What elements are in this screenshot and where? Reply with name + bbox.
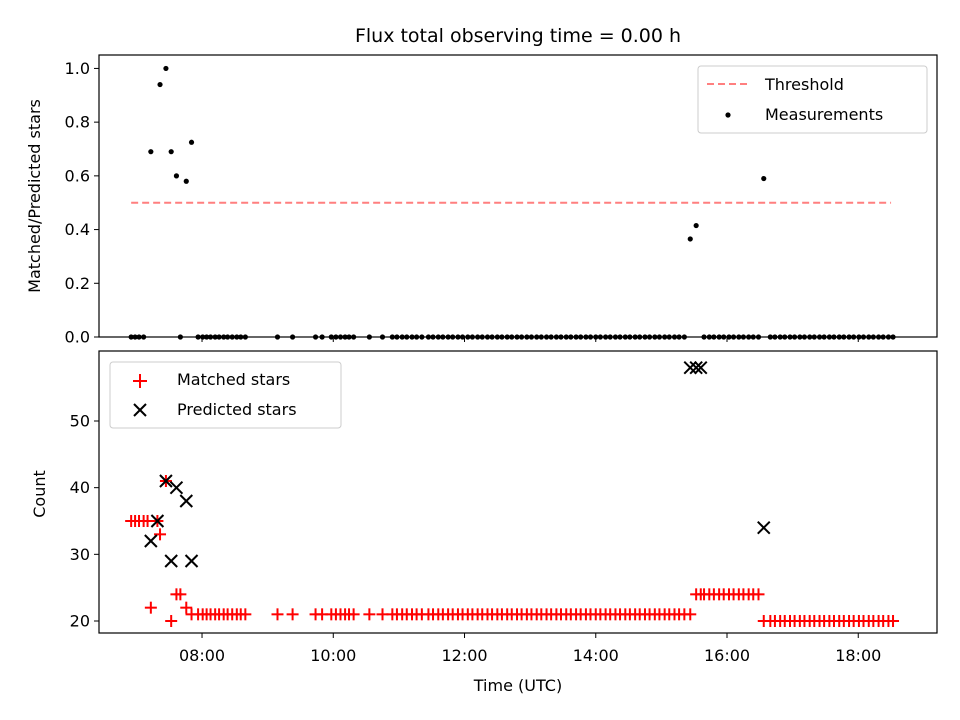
count-x-axis: 08:00 10:00 12:00 14:00 16:00 18:00 — [179, 633, 881, 665]
measurements-point — [148, 149, 154, 155]
x-tick-label: 18:00 — [835, 646, 881, 665]
matched-stars-point — [239, 608, 252, 621]
x-tick-label: 12:00 — [441, 646, 487, 665]
count-legend: Matched stars Predicted stars — [109, 361, 342, 429]
predicted-stars-point — [159, 474, 173, 488]
legend-predicted-label: Predicted stars — [177, 400, 297, 419]
y-tick-label: 20 — [70, 612, 90, 631]
count-y-axis: 20 30 40 50 — [70, 412, 99, 631]
matched-stars-point — [347, 608, 360, 621]
legend-threshold-label: Threshold — [764, 75, 844, 94]
predicted-stars-point — [179, 494, 193, 508]
y-tick-label: 0.0 — [65, 328, 90, 347]
measurements-point — [168, 149, 174, 155]
legend-measurements-label: Measurements — [765, 105, 883, 124]
x-tick-label: 16:00 — [704, 646, 750, 665]
legend-matched-swatch — [133, 374, 147, 388]
predicted-stars-point — [683, 360, 697, 375]
measurements-point — [761, 175, 767, 182]
predicted-stars-series — [144, 360, 771, 568]
ratio-y-axis-label: Matched/Predicted stars — [25, 99, 44, 293]
legend-measurements-swatch — [725, 112, 731, 118]
matched-stars-point — [271, 608, 284, 621]
predicted-stars-point — [694, 360, 708, 375]
matched-stars-point — [887, 615, 900, 627]
y-tick-label: 0.6 — [65, 166, 90, 185]
measurements-point — [163, 65, 169, 72]
ratio-y-axis: 0.0 0.2 0.4 0.6 0.8 1.0 — [65, 59, 99, 347]
measurements-point — [157, 81, 163, 88]
matched-stars-point — [154, 528, 167, 541]
y-tick-label: 40 — [70, 478, 90, 497]
ratio-legend-box — [697, 65, 928, 134]
predicted-stars-point — [164, 554, 178, 568]
legend-matched-label: Matched stars — [177, 370, 290, 389]
legend-predicted-swatch — [133, 403, 147, 417]
y-tick-label: 1.0 — [65, 59, 90, 78]
measurements-point — [183, 178, 189, 184]
x-tick-label: 14:00 — [573, 646, 619, 665]
y-tick-label: 0.2 — [65, 274, 90, 293]
predicted-stars-point — [144, 534, 158, 548]
count-axes-frame — [98, 350, 938, 634]
chart-title: Flux total observing time = 0.00 h — [355, 25, 681, 47]
ratio-legend: Threshold Measurements — [697, 65, 928, 134]
ratio-axes-frame — [98, 54, 938, 338]
count-legend-box — [109, 361, 342, 429]
predicted-stars-point — [150, 514, 165, 528]
matched-stars-point — [174, 588, 187, 601]
measurements-point — [188, 139, 195, 145]
predicted-stars-point — [689, 360, 703, 375]
matched-stars-point — [144, 601, 157, 614]
matched-stars-point — [752, 588, 765, 601]
count-plot-area — [125, 360, 900, 627]
measurements-point — [687, 236, 693, 242]
count-y-axis-label: Count — [30, 470, 49, 518]
predicted-stars-point — [169, 480, 184, 495]
matched-stars-point — [684, 608, 697, 621]
matched-stars-point — [286, 608, 299, 621]
measurements-point — [693, 222, 699, 229]
measurements-point — [173, 173, 180, 179]
matched-stars-point — [165, 615, 178, 627]
predicted-stars-point — [184, 554, 199, 568]
y-tick-label: 0.8 — [65, 113, 90, 132]
ratio-x-axis — [201, 337, 859, 342]
matched-stars-series — [125, 475, 900, 627]
predicted-stars-point — [757, 520, 771, 535]
y-tick-label: 50 — [70, 412, 90, 431]
matched-stars-point — [363, 608, 376, 621]
x-tick-label: 08:00 — [179, 646, 225, 665]
y-tick-label: 30 — [70, 545, 90, 564]
panel-ratio: 0.0 0.2 0.4 0.6 0.8 1.0 Matched/Predicted sta… — [25, 54, 938, 347]
matched-stars-point — [180, 601, 193, 614]
x-axis-label: Time (UTC) — [473, 676, 562, 695]
x-tick-label: 10:00 — [310, 646, 356, 665]
y-tick-label: 0.4 — [65, 220, 90, 239]
